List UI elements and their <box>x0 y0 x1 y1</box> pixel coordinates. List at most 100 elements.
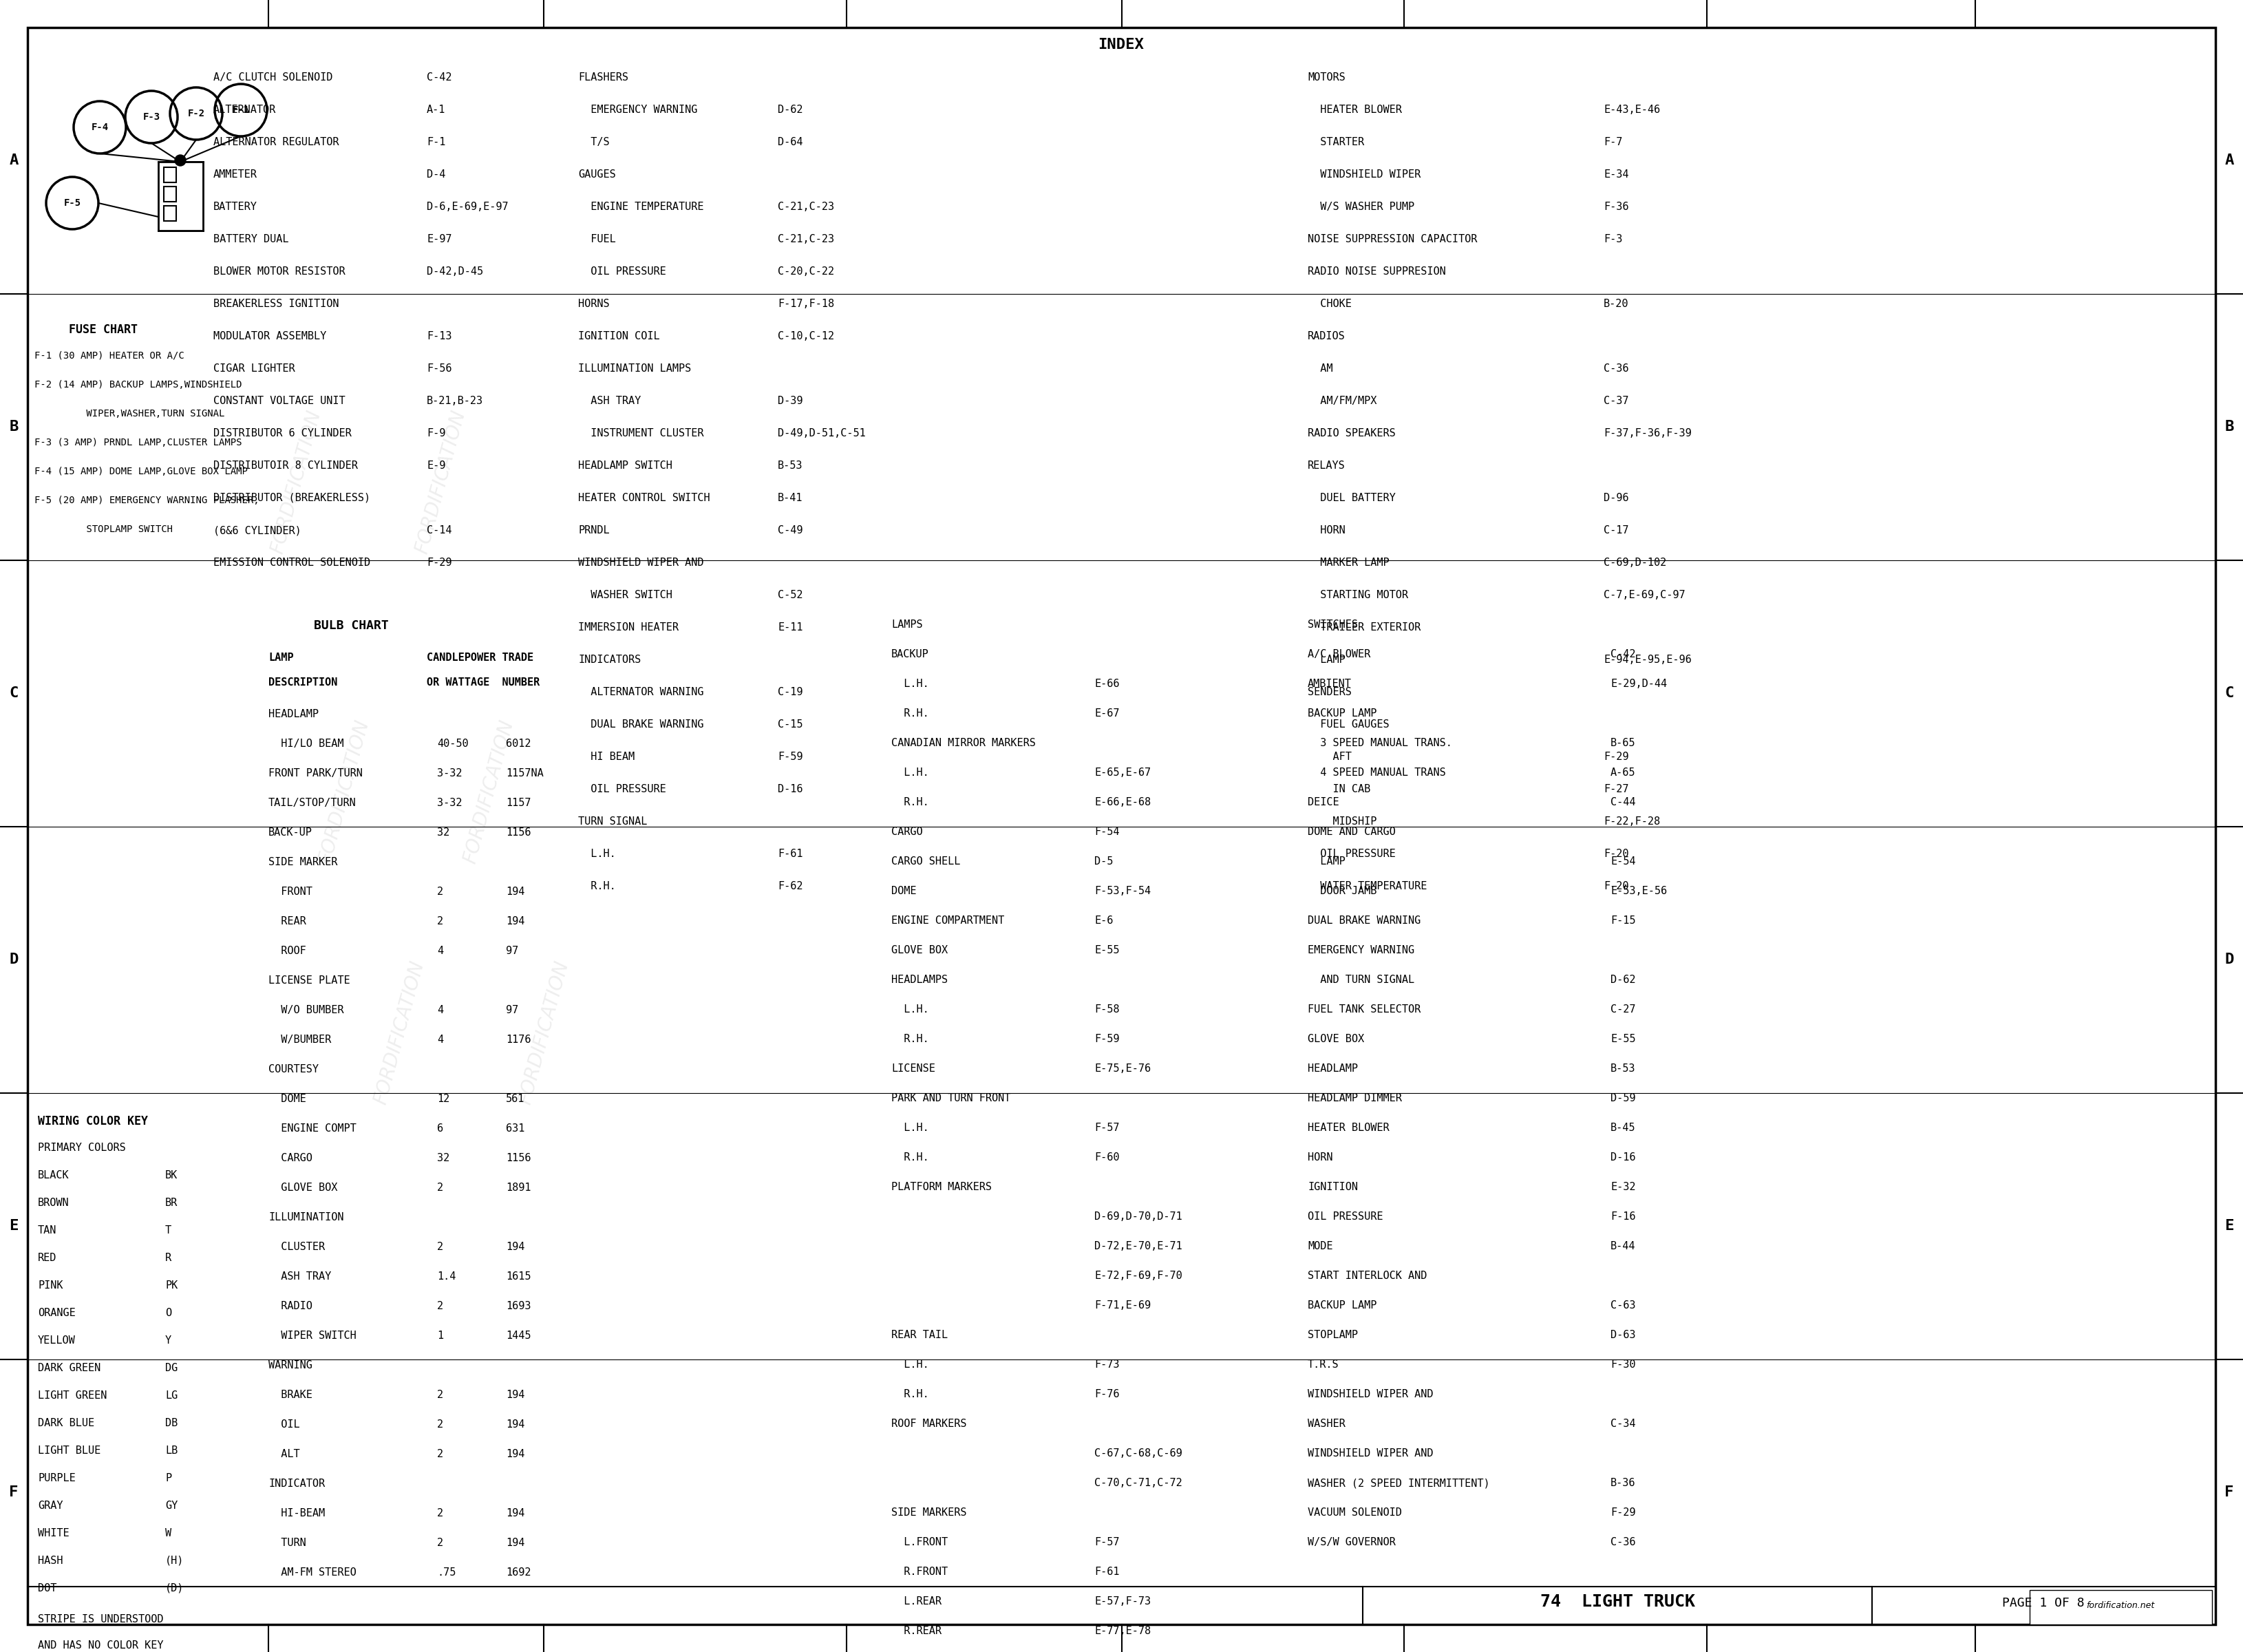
Text: TURN: TURN <box>269 1538 305 1548</box>
Text: WINDSHIELD WIPER AND: WINDSHIELD WIPER AND <box>1308 1449 1433 1459</box>
Text: F-9: F-9 <box>426 428 446 438</box>
Text: EMISSION CONTROL SOLENOID: EMISSION CONTROL SOLENOID <box>213 557 370 568</box>
Circle shape <box>175 155 186 165</box>
Text: E-65,E-67: E-65,E-67 <box>1095 768 1151 778</box>
Text: F-62: F-62 <box>778 881 803 892</box>
Text: D-39: D-39 <box>778 396 803 406</box>
Text: 561: 561 <box>507 1094 525 1104</box>
Text: E-94,E-95,E-96: E-94,E-95,E-96 <box>1604 654 1691 664</box>
Text: ROOF: ROOF <box>269 945 305 957</box>
Text: R.REAR: R.REAR <box>890 1626 942 1635</box>
Text: OIL PRESSURE: OIL PRESSURE <box>579 785 666 795</box>
Text: MOTORS: MOTORS <box>1308 73 1346 83</box>
Text: 194: 194 <box>507 1508 525 1518</box>
Text: FUSE CHART: FUSE CHART <box>70 324 137 335</box>
Text: 1693: 1693 <box>507 1302 532 1312</box>
Text: (D): (D) <box>166 1583 184 1594</box>
Text: SIDE MARKERS: SIDE MARKERS <box>890 1507 967 1518</box>
Text: BATTERY: BATTERY <box>213 202 258 211</box>
Text: BACKUP: BACKUP <box>890 649 929 659</box>
Text: 2: 2 <box>437 917 444 927</box>
Text: C-67,C-68,C-69: C-67,C-68,C-69 <box>1095 1449 1182 1459</box>
Text: DG: DG <box>166 1363 177 1373</box>
Text: TAIL/STOP/TURN: TAIL/STOP/TURN <box>269 798 357 808</box>
Text: D-42,D-45: D-42,D-45 <box>426 266 482 276</box>
Text: HI/LO BEAM: HI/LO BEAM <box>269 738 343 748</box>
Text: NOISE SUPPRESSION CAPACITOR: NOISE SUPPRESSION CAPACITOR <box>1308 235 1478 244</box>
Text: RADIO: RADIO <box>269 1302 312 1312</box>
Text: E-6: E-6 <box>1095 915 1113 925</box>
Text: R.H.: R.H. <box>890 1153 929 1163</box>
Text: FORDIFICATION: FORDIFICATION <box>316 717 372 866</box>
Text: A-1: A-1 <box>426 104 446 116</box>
Text: C-42: C-42 <box>426 73 451 83</box>
Text: F-30: F-30 <box>1610 1360 1635 1370</box>
Text: WIPER,WASHER,TURN SIGNAL: WIPER,WASHER,TURN SIGNAL <box>34 408 224 418</box>
Text: WINDSHIELD WIPER: WINDSHIELD WIPER <box>1308 169 1420 180</box>
Text: 194: 194 <box>507 1242 525 1252</box>
Text: ENGINE COMPT: ENGINE COMPT <box>269 1123 357 1133</box>
Text: ILLUMINATION LAMPS: ILLUMINATION LAMPS <box>579 363 691 373</box>
Text: C-37: C-37 <box>1604 396 1628 406</box>
Text: C-21,C-23: C-21,C-23 <box>778 202 834 211</box>
Text: PRNDL: PRNDL <box>579 525 610 535</box>
Text: HORN: HORN <box>1308 1153 1332 1163</box>
Text: WASHER SWITCH: WASHER SWITCH <box>579 590 673 600</box>
Text: F-61: F-61 <box>778 849 803 859</box>
Text: FORDIFICATION: FORDIFICATION <box>370 958 428 1107</box>
Text: F-2: F-2 <box>188 109 204 119</box>
Text: F: F <box>2225 1485 2234 1500</box>
Text: E: E <box>9 1219 18 1232</box>
Text: OIL PRESSURE: OIL PRESSURE <box>1308 849 1395 859</box>
Text: LICENSE: LICENSE <box>890 1064 935 1074</box>
Text: C-70,C-71,C-72: C-70,C-71,C-72 <box>1095 1479 1182 1488</box>
Text: 194: 194 <box>507 1419 525 1429</box>
Text: RADIOS: RADIOS <box>1308 330 1346 342</box>
Text: 1: 1 <box>437 1330 444 1341</box>
Text: OIL PRESSURE: OIL PRESSURE <box>579 266 666 276</box>
Text: LAMP: LAMP <box>1308 654 1346 664</box>
Text: W/S/W GOVERNOR: W/S/W GOVERNOR <box>1308 1536 1395 1548</box>
Text: WATER TEMPERATURE: WATER TEMPERATURE <box>1308 881 1427 892</box>
Text: C-49: C-49 <box>778 525 803 535</box>
Text: C-44: C-44 <box>1610 796 1635 808</box>
Text: AMMETER: AMMETER <box>213 169 258 180</box>
Text: ALTERNATOR REGULATOR: ALTERNATOR REGULATOR <box>213 137 339 147</box>
Text: INDEX: INDEX <box>1099 38 1144 51</box>
Text: F-56: F-56 <box>426 363 451 373</box>
Text: HORN: HORN <box>1308 525 1346 535</box>
Text: HEATER CONTROL SWITCH: HEATER CONTROL SWITCH <box>579 492 711 504</box>
Text: A-65: A-65 <box>1610 768 1635 778</box>
Text: CANDLEPOWER TRADE: CANDLEPOWER TRADE <box>426 653 534 662</box>
Text: E-9: E-9 <box>426 461 446 471</box>
Text: SENDERS: SENDERS <box>1308 687 1353 697</box>
Text: W/S WASHER PUMP: W/S WASHER PUMP <box>1308 202 1415 211</box>
Text: DOME: DOME <box>890 885 917 895</box>
Text: T: T <box>166 1226 170 1236</box>
Text: D-62: D-62 <box>1610 975 1635 985</box>
Text: F: F <box>9 1485 18 1500</box>
Text: 2: 2 <box>437 1508 444 1518</box>
Text: AND HAS NO COLOR KEY: AND HAS NO COLOR KEY <box>38 1640 164 1650</box>
Text: TRAILER EXTERIOR: TRAILER EXTERIOR <box>1308 623 1420 633</box>
Text: E-43,E-46: E-43,E-46 <box>1604 104 1660 116</box>
Text: E-66: E-66 <box>1095 679 1119 689</box>
Text: F-1: F-1 <box>426 137 446 147</box>
Text: D-16: D-16 <box>778 785 803 795</box>
Text: IGNITION: IGNITION <box>1308 1181 1357 1193</box>
Text: INDICATORS: INDICATORS <box>579 654 641 664</box>
Text: LIGHT BLUE: LIGHT BLUE <box>38 1446 101 1455</box>
Text: HI-BEAM: HI-BEAM <box>269 1508 325 1518</box>
Text: 4: 4 <box>437 1004 444 1016</box>
Text: DESCRIPTION: DESCRIPTION <box>269 677 336 687</box>
Text: STARTER: STARTER <box>1308 137 1364 147</box>
Text: B-36: B-36 <box>1610 1479 1635 1488</box>
Text: C-21,C-23: C-21,C-23 <box>778 235 834 244</box>
Text: E-77,E-78: E-77,E-78 <box>1095 1626 1151 1635</box>
Text: OR WATTAGE  NUMBER: OR WATTAGE NUMBER <box>426 677 541 687</box>
Text: LIGHT GREEN: LIGHT GREEN <box>38 1391 108 1401</box>
Text: FRONT: FRONT <box>269 887 312 897</box>
Text: 4 SPEED MANUAL TRANS: 4 SPEED MANUAL TRANS <box>1308 768 1447 778</box>
Text: F-5 (20 AMP) EMERGENCY WARNING FLASHER,: F-5 (20 AMP) EMERGENCY WARNING FLASHER, <box>34 496 260 506</box>
Text: FRONT PARK/TURN: FRONT PARK/TURN <box>269 768 363 778</box>
